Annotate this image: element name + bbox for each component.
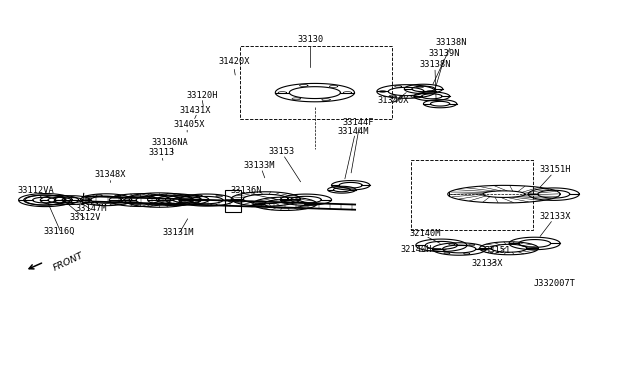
Text: J332007T: J332007T [534, 279, 576, 288]
Text: 33112V: 33112V [69, 213, 100, 222]
Text: 33113: 33113 [148, 148, 175, 157]
Text: 32140M: 32140M [410, 229, 441, 238]
Text: 33130: 33130 [298, 35, 324, 44]
Text: 33151: 33151 [484, 246, 511, 255]
Bar [225, 190, 241, 212]
Text: 33131M: 33131M [163, 228, 194, 237]
Text: 33138N: 33138N [435, 38, 467, 47]
Text: 31348X: 31348X [95, 170, 126, 179]
Text: FRONT: FRONT [52, 251, 85, 273]
Text: 31340X: 31340X [378, 96, 409, 105]
Bar [240, 46, 392, 119]
Text: 31420X: 31420X [218, 57, 250, 66]
Text: 32140H: 32140H [400, 244, 431, 253]
Text: 33136NA: 33136NA [152, 138, 188, 147]
Text: 33153: 33153 [269, 147, 295, 156]
Text: 31405X: 31405X [173, 121, 205, 129]
Text: 33138N: 33138N [419, 60, 451, 69]
Bar [411, 160, 533, 230]
Text: 33120H: 33120H [186, 91, 218, 100]
Text: 33151H: 33151H [540, 165, 571, 174]
Text: 33144F: 33144F [342, 118, 374, 127]
Text: 32133X: 32133X [472, 259, 503, 267]
Text: 33147M: 33147M [76, 204, 107, 213]
Text: 33116Q: 33116Q [44, 227, 75, 236]
Text: 33112VA: 33112VA [17, 186, 54, 195]
Text: 33144M: 33144M [337, 126, 369, 136]
Text: 32133X: 32133X [540, 212, 571, 221]
Text: 33133M: 33133M [244, 161, 275, 170]
Text: 31431X: 31431X [180, 106, 211, 115]
Text: 33136N: 33136N [231, 186, 262, 195]
Text: 33139N: 33139N [429, 49, 460, 58]
